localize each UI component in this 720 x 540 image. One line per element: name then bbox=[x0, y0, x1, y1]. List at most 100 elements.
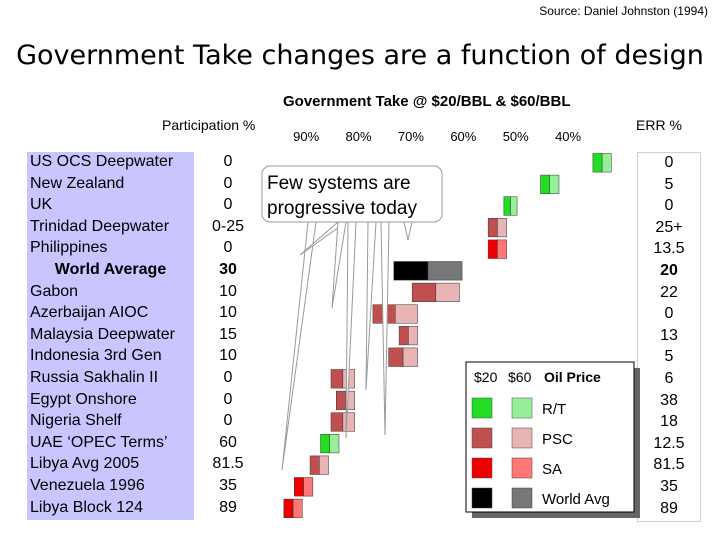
participation-value: 0 bbox=[223, 153, 233, 170]
err-value: 20 bbox=[660, 262, 678, 279]
slide-title: Government Take changes are a function o… bbox=[16, 40, 704, 71]
legend-label: World Avg bbox=[542, 491, 610, 508]
country-name: US OCS Deepwater bbox=[30, 153, 174, 170]
bar-take-20 bbox=[503, 196, 511, 216]
err-value: 89 bbox=[660, 499, 678, 517]
bar-take-60 bbox=[408, 326, 418, 346]
participation-value: 15 bbox=[219, 325, 237, 343]
bar-take-20 bbox=[294, 477, 304, 497]
callout-pointer bbox=[331, 221, 347, 309]
callout-pointer bbox=[281, 221, 317, 471]
country-name: Azerbaijan AIOC bbox=[30, 304, 149, 322]
legend-swatch-60 bbox=[511, 457, 533, 479]
participation-value: 0 bbox=[223, 239, 233, 257]
err-value: 0 bbox=[664, 154, 674, 171]
bar-take-20 bbox=[283, 498, 294, 518]
bar-take-60 bbox=[394, 304, 418, 324]
err-column: 0 5 0 25+ 13.5 20 22 0 13 5 6 38 18 12.5 81.5 35 89 bbox=[637, 152, 701, 522]
bar-take-60 bbox=[497, 218, 507, 238]
legend-label: SA bbox=[542, 461, 562, 478]
callout-line-1: Few systems are bbox=[267, 173, 411, 194]
bar-take-20 bbox=[540, 174, 551, 194]
country-name: Venezuela 1996 bbox=[30, 477, 145, 494]
x-tick-label: 90% bbox=[293, 129, 319, 144]
bar-take-60 bbox=[427, 261, 463, 281]
callout-pointer bbox=[403, 221, 413, 241]
bar-take-60 bbox=[319, 455, 329, 475]
country-names-panel: US OCS Deepwater New Zealand UK Trinidad De… bbox=[27, 152, 194, 520]
bar-take-60 bbox=[329, 434, 340, 454]
bar-take-60 bbox=[549, 174, 560, 194]
legend-label: R/T bbox=[542, 401, 566, 418]
country-name: Libya Avg 2005 bbox=[30, 455, 140, 473]
err-value: 22 bbox=[660, 283, 678, 301]
country-name: Russia Sakhalin II bbox=[30, 369, 159, 386]
country-name: Trinidad Deepwater bbox=[30, 217, 170, 235]
x-tick-label: 40% bbox=[555, 129, 581, 144]
bar-take-60 bbox=[303, 477, 314, 497]
callout-line-2: progressive today bbox=[267, 198, 417, 219]
x-tick-label: 70% bbox=[398, 129, 424, 144]
bar-take-20 bbox=[320, 434, 331, 454]
err-value: 35 bbox=[660, 478, 678, 495]
bar-take-20 bbox=[330, 412, 344, 432]
participation-value: 10 bbox=[219, 347, 237, 365]
x-tick-label: 80% bbox=[346, 129, 372, 144]
bar-take-60 bbox=[435, 282, 460, 302]
country-name: Indonesia 3rd Gen bbox=[30, 347, 162, 365]
err-value: 0 bbox=[664, 305, 674, 323]
bar-take-20 bbox=[398, 326, 409, 346]
participation-value: 30 bbox=[219, 261, 237, 278]
country-name: UK bbox=[30, 196, 53, 214]
country-name: Malaysia Deepwater bbox=[30, 325, 175, 343]
country-name: Gabon bbox=[30, 282, 79, 300]
participation-value: 0 bbox=[223, 412, 233, 430]
err-value: 5 bbox=[664, 348, 674, 366]
participation-value: 0 bbox=[223, 196, 233, 214]
participation-value: 0 bbox=[223, 174, 233, 192]
legend-label: PSC bbox=[542, 431, 573, 448]
err-value: 38 bbox=[660, 391, 678, 409]
participation-value: 89 bbox=[219, 498, 237, 516]
bar-take-20 bbox=[330, 369, 344, 389]
err-value: 13 bbox=[660, 326, 678, 344]
bar-take-60 bbox=[510, 196, 518, 216]
legend-box bbox=[465, 361, 635, 513]
chart-title: Government Take @ $20/BBL & $60/BBL bbox=[283, 93, 571, 110]
legend-header-60: $60 bbox=[508, 369, 532, 385]
legend-header-label: Oil Price bbox=[544, 369, 601, 385]
participation-value: 10 bbox=[219, 282, 237, 300]
bar-take-20 bbox=[487, 239, 498, 259]
legend-swatch-60 bbox=[511, 487, 533, 509]
bar-take-20 bbox=[309, 455, 320, 475]
legend-swatch-20 bbox=[471, 457, 493, 479]
participation-header: Participation % bbox=[162, 117, 256, 133]
err-value: 18 bbox=[660, 413, 678, 431]
x-tick-label: 60% bbox=[450, 129, 476, 144]
bar-take-20 bbox=[487, 218, 498, 238]
x-tick-label: 50% bbox=[503, 129, 529, 144]
bar-take-20 bbox=[393, 261, 429, 281]
participation-value: 10 bbox=[219, 304, 237, 322]
bar-take-20 bbox=[388, 347, 404, 367]
source-text: Source: Daniel Johnston (1994) bbox=[539, 4, 708, 18]
legend-swatch-20 bbox=[471, 487, 493, 509]
country-name: Libya Block 124 bbox=[30, 498, 143, 516]
participation-column: 0 0 0 0-25 0 30 10 10 15 10 0 0 0 60 81.5 35 89 bbox=[195, 152, 261, 520]
bar-take-20 bbox=[335, 390, 346, 410]
bar-take-60 bbox=[345, 390, 355, 410]
err-value: 6 bbox=[664, 370, 674, 387]
source-note: Source: Daniel Johnston (1994) bbox=[539, 4, 708, 18]
bar-take-20 bbox=[411, 282, 437, 302]
err-value: 12.5 bbox=[653, 434, 685, 452]
participation-value: 60 bbox=[219, 433, 237, 451]
bar-take-60 bbox=[292, 498, 303, 518]
country-name: Philippines bbox=[30, 239, 108, 257]
err-header: ERR % bbox=[636, 117, 682, 133]
country-name: Nigeria Shelf bbox=[30, 412, 122, 430]
callout-box bbox=[261, 165, 443, 223]
participation-value: 0 bbox=[223, 390, 233, 408]
country-name: World Average bbox=[54, 261, 167, 278]
participation-value: 81.5 bbox=[212, 455, 244, 473]
legend-header-20: $20 bbox=[474, 369, 498, 385]
